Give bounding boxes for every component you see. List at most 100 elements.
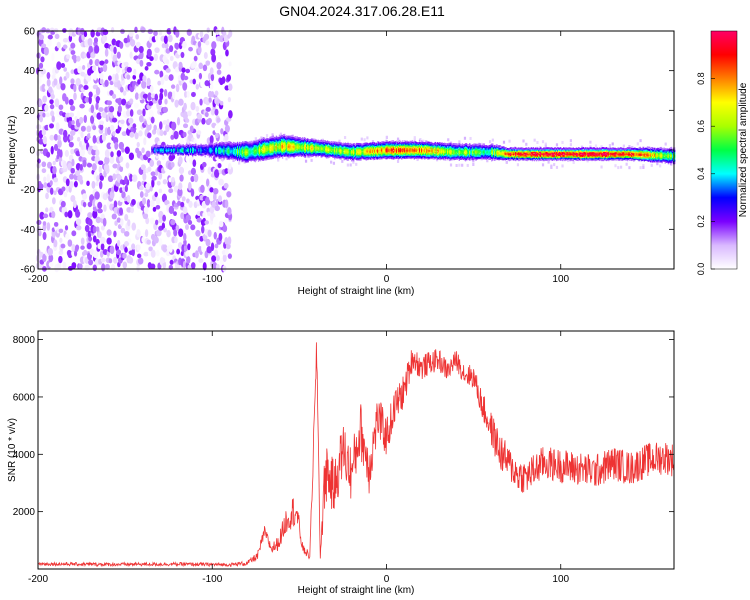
spectrogram-cell bbox=[331, 142, 333, 145]
spectrogram-cell bbox=[211, 53, 217, 63]
spectrogram-cell bbox=[62, 28, 67, 33]
spectrogram-cell bbox=[159, 150, 161, 153]
spectrogram-cell bbox=[187, 110, 192, 117]
spectrogram-cell bbox=[286, 140, 288, 143]
spectrogram-cell bbox=[275, 155, 277, 158]
spectrogram-cell bbox=[259, 149, 262, 152]
spectrogram-cell bbox=[252, 150, 254, 153]
spectrogram-cell bbox=[251, 145, 253, 148]
spectrogram-cell bbox=[193, 138, 197, 144]
spectrogram-cell bbox=[291, 145, 293, 148]
spectrogram-cell bbox=[387, 148, 389, 151]
spectrogram-cell bbox=[353, 143, 355, 146]
spectrogram-cell bbox=[244, 151, 246, 154]
spectrogram-cell bbox=[197, 41, 202, 48]
spectrogram-cell bbox=[271, 154, 273, 157]
spectrogram-cell bbox=[328, 142, 331, 145]
spectrogram-cell bbox=[385, 146, 387, 149]
spectrogram-cell bbox=[227, 151, 229, 154]
spectrogram-cell bbox=[303, 147, 306, 150]
spectrogram-cell bbox=[210, 151, 213, 154]
spectrogram-cell bbox=[318, 154, 320, 157]
spectrogram-cell bbox=[196, 148, 198, 151]
spectrogram-cell bbox=[263, 140, 265, 143]
spectrogram-cell bbox=[207, 147, 210, 150]
spectrogram-cell bbox=[147, 166, 152, 172]
spectrogram-cell bbox=[239, 157, 241, 160]
spectrogram-cell bbox=[246, 160, 248, 163]
spectrogram-cell bbox=[163, 227, 168, 233]
spectrogram-cell bbox=[339, 154, 341, 157]
spectrogram-cell bbox=[195, 145, 197, 148]
spectrogram-cell bbox=[211, 144, 214, 147]
spectrogram-cell bbox=[239, 148, 241, 151]
spectrogram-cell bbox=[254, 156, 257, 159]
spectrogram-cell bbox=[349, 149, 352, 152]
spectrogram-cell bbox=[157, 147, 159, 150]
spectrogram-cell bbox=[132, 123, 137, 129]
spectrogram-cell bbox=[309, 145, 311, 148]
spectrogram-cell bbox=[305, 138, 308, 141]
spectrogram-cell bbox=[213, 150, 216, 153]
spectrogram-cell bbox=[252, 148, 254, 151]
spectrogram-cell bbox=[50, 93, 55, 100]
spectrogram-cell bbox=[223, 149, 225, 152]
spectrogram-cell bbox=[380, 157, 382, 160]
spectrogram-cell bbox=[170, 161, 175, 168]
spectrogram-cell bbox=[38, 183, 44, 190]
spectrogram-cell bbox=[389, 147, 391, 150]
spectrogram-cell bbox=[316, 148, 318, 151]
spectrogram-cell bbox=[362, 148, 364, 151]
spectrogram-cell bbox=[209, 150, 212, 153]
spectrogram-cell bbox=[61, 186, 66, 192]
spectrogram-cell bbox=[66, 54, 71, 60]
spectrogram-cell bbox=[198, 258, 204, 263]
spectrogram-cell bbox=[300, 150, 303, 153]
spectrogram-cell bbox=[331, 148, 333, 151]
spectrogram-cell bbox=[455, 163, 458, 167]
spectrogram-cell bbox=[368, 145, 371, 148]
spectrogram-cell bbox=[251, 147, 253, 150]
spectrogram-cell bbox=[227, 153, 229, 156]
spectrogram-cell bbox=[302, 149, 305, 152]
spectrogram-cell bbox=[178, 150, 180, 153]
spectrogram-cell bbox=[162, 147, 165, 150]
spectrogram-cell bbox=[351, 146, 354, 149]
spectrogram-cell bbox=[219, 155, 221, 158]
spectrogram-cell bbox=[287, 150, 289, 153]
spectrogram-cell bbox=[199, 150, 201, 153]
spectrogram-cell bbox=[357, 144, 359, 147]
spectrogram-cell bbox=[287, 152, 289, 155]
spectrogram-cell bbox=[69, 135, 74, 141]
spectrogram-cell bbox=[181, 146, 183, 149]
spectrogram-cell bbox=[275, 143, 277, 146]
spectrogram-cell bbox=[328, 155, 331, 158]
spectrogram-cell bbox=[349, 153, 352, 156]
spectrogram-cell bbox=[222, 146, 224, 149]
spectrogram-cell bbox=[217, 146, 219, 149]
spectrogram-cell bbox=[360, 137, 363, 141]
spectrogram-cell bbox=[286, 142, 288, 145]
spectrogram-cell bbox=[353, 144, 355, 147]
spectrogram-cell bbox=[209, 205, 215, 214]
spectrogram-cell bbox=[300, 144, 303, 147]
spectrogram-cell bbox=[326, 149, 329, 152]
spectrogram-cell bbox=[290, 146, 292, 149]
spectrogram-cell bbox=[95, 216, 101, 224]
spectrogram-cell bbox=[284, 140, 286, 143]
spectrogram-cell bbox=[257, 156, 260, 159]
spectrogram-cell bbox=[58, 156, 63, 163]
spectrogram-cell bbox=[214, 249, 219, 257]
spectrogram-cell bbox=[326, 156, 329, 159]
spectrogram-cell bbox=[354, 155, 356, 158]
spectrogram-cell bbox=[362, 154, 364, 157]
spectrogram-cell bbox=[270, 144, 272, 147]
spectrogram-cell bbox=[75, 244, 80, 251]
spectrogram-cell bbox=[267, 150, 269, 153]
spectrogram-cell bbox=[234, 158, 237, 161]
spectrogram-cell bbox=[190, 144, 193, 147]
spectrogram-cell bbox=[323, 140, 326, 143]
spectrogram-cell bbox=[387, 155, 389, 158]
spectrogram-cell bbox=[205, 60, 211, 66]
spectrogram-cell bbox=[203, 149, 205, 152]
